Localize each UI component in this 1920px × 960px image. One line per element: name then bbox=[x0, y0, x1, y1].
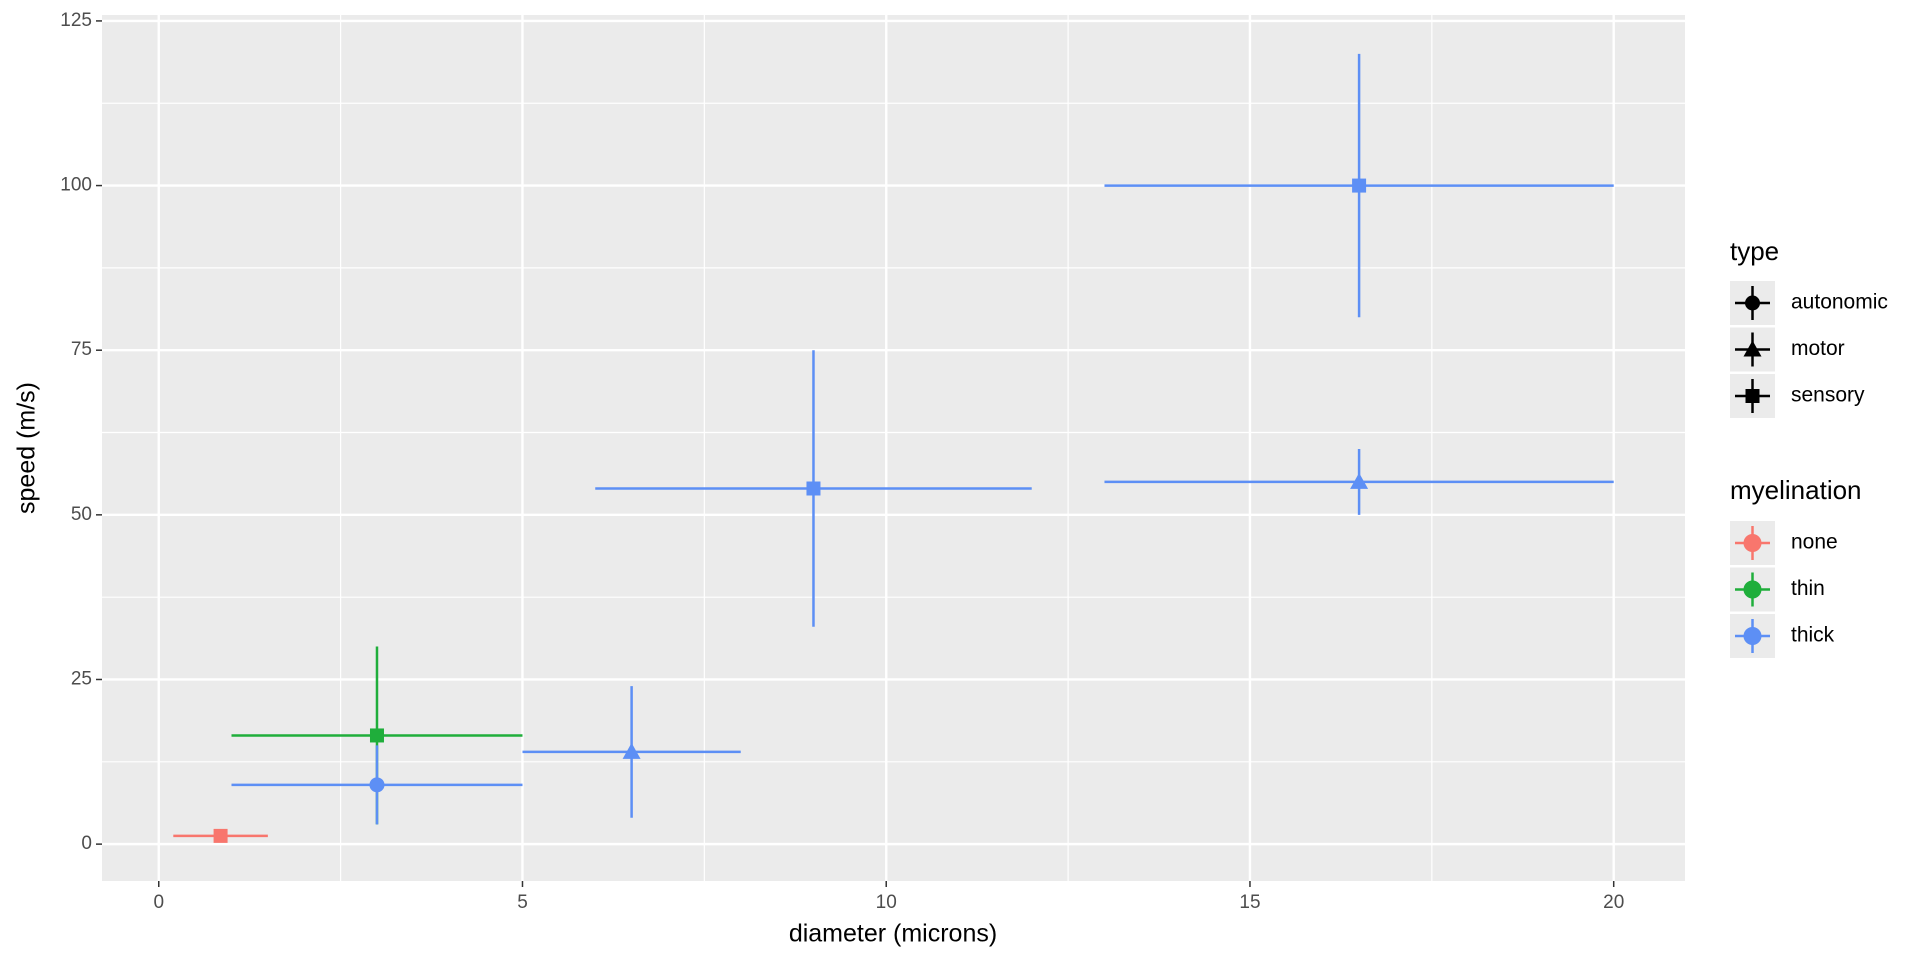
point bbox=[1350, 472, 1369, 489]
legend-title: type bbox=[1730, 236, 1779, 266]
legend-label: none bbox=[1791, 531, 1838, 554]
y-tick-label: 75 bbox=[71, 339, 92, 360]
y-tick-label: 25 bbox=[71, 668, 92, 689]
point bbox=[369, 777, 385, 793]
x-tick-label: 10 bbox=[876, 892, 897, 913]
legend-label: motor bbox=[1791, 337, 1845, 360]
point bbox=[806, 481, 821, 496]
panel bbox=[102, 15, 1685, 881]
point bbox=[213, 828, 228, 843]
y-tick-label: 0 bbox=[81, 833, 92, 854]
legend-title: myelination bbox=[1730, 475, 1862, 505]
x-tick-label: 5 bbox=[517, 892, 528, 913]
x-tick-label: 15 bbox=[1239, 892, 1260, 913]
legend-label: sensory bbox=[1791, 384, 1865, 407]
marks bbox=[173, 53, 1614, 843]
x-tick-label: 20 bbox=[1603, 892, 1624, 913]
y-tick-label: 125 bbox=[60, 10, 92, 31]
point bbox=[1352, 178, 1367, 193]
y-axis-title: speed (m/s) bbox=[13, 382, 41, 514]
legend-label: thin bbox=[1791, 577, 1825, 600]
legend-point bbox=[1743, 534, 1762, 552]
y-tick-label: 100 bbox=[60, 175, 92, 196]
point bbox=[1745, 389, 1760, 403]
point bbox=[1745, 295, 1760, 311]
point bbox=[369, 728, 384, 743]
point bbox=[622, 742, 641, 759]
y-tick-label: 50 bbox=[71, 504, 92, 525]
legend-label: autonomic bbox=[1791, 291, 1888, 314]
x-tick-label: 0 bbox=[153, 892, 164, 913]
legend-label: thick bbox=[1791, 624, 1835, 647]
legend-point bbox=[1743, 580, 1762, 599]
grid bbox=[102, 15, 1685, 881]
x-axis-title: diameter (microns) bbox=[789, 920, 997, 948]
point bbox=[1743, 340, 1762, 357]
legend-point bbox=[1743, 627, 1762, 645]
